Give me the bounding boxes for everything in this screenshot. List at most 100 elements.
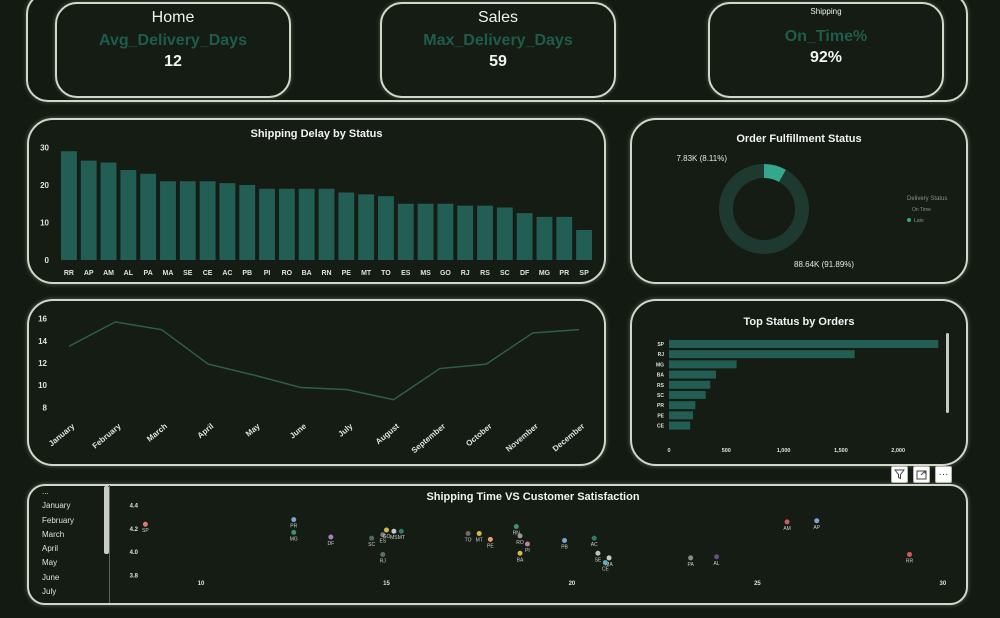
x-tick-label: 25: [754, 581, 761, 587]
scatter-point: [383, 527, 389, 533]
fulfillment-donut-chart[interactable]: 7.83K (8.11%) 88.64K (91.89%) Delivery Sta…: [632, 120, 966, 282]
legend-title: Delivery Status: [907, 196, 947, 202]
bar: [140, 173, 157, 260]
bar: [669, 391, 706, 399]
x-tick-label: PR: [559, 270, 569, 277]
point-label: SE: [595, 557, 602, 563]
bar: [358, 194, 375, 260]
slicer-item-june[interactable]: June: [42, 572, 60, 582]
x-tick-label: MA: [163, 270, 174, 277]
x-tick-label: DF: [520, 270, 530, 277]
scatter-point: [291, 517, 297, 523]
scatter-point: [142, 521, 148, 527]
x-tick-label: 30: [940, 581, 947, 587]
bar: [397, 203, 414, 260]
scatter-point: [602, 560, 608, 566]
filter-button[interactable]: [891, 466, 908, 483]
x-tick-label: 0: [667, 448, 670, 454]
slicer-item-january[interactable]: January: [42, 501, 71, 511]
nav-home-button[interactable]: Home: [151, 9, 195, 26]
point-label: AM: [783, 526, 791, 532]
nav-shipping-button[interactable]: Shipping: [810, 7, 842, 16]
slicer-item-february[interactable]: February: [42, 515, 75, 525]
focus-mode-button[interactable]: [913, 466, 930, 483]
top-status-panel: Top Status by Orders SP RJ MG BA RS SC PR PE CE 0…: [630, 299, 968, 466]
bar: [219, 183, 236, 260]
x-tick-label: 15: [383, 581, 390, 587]
filter-icon: [894, 469, 905, 480]
kpi-card-sales: Sales Max_Delivery_Days 59: [380, 2, 616, 98]
point-label: AC: [591, 542, 598, 548]
bar: [278, 188, 295, 260]
point-label: MT: [398, 535, 405, 541]
point-label: RO: [516, 540, 524, 546]
y-tick-label: 3.8: [130, 573, 139, 579]
scatter-point: [524, 541, 530, 547]
point-label: RR: [906, 558, 914, 564]
x-tick-label: January: [47, 421, 77, 448]
top-status-scrollbar[interactable]: [946, 333, 949, 413]
scatter-point: [487, 536, 493, 542]
y-tick-label: BA: [657, 373, 665, 379]
point-label: DF: [328, 541, 335, 547]
y-tick-label: 4.2: [130, 527, 139, 533]
scatter-point: [814, 518, 820, 524]
top-status-bar-chart[interactable]: SP RJ MG BA RS SC PR PE CE 0 500 1,000 1,500 2,000: [632, 301, 966, 464]
bar: [60, 151, 77, 260]
nav-sales-button[interactable]: Sales: [477, 9, 519, 26]
bar: [536, 216, 553, 260]
slicer-scrollbar[interactable]: [104, 486, 109, 554]
chart-title: Order Fulfillment Status: [736, 133, 862, 145]
y-tick-label: 12: [38, 359, 47, 368]
x-tick-label: RR: [64, 270, 74, 277]
point-label: PA: [687, 562, 694, 568]
x-tick-label: PE: [342, 270, 352, 277]
point-label: PE: [487, 543, 494, 549]
x-tick-label: PA: [144, 270, 153, 277]
y-tick-label: 14: [38, 337, 47, 346]
x-tick-label: April: [196, 422, 216, 441]
y-tick-label: RJ: [658, 352, 665, 358]
x-tick-label: RO: [282, 270, 293, 277]
month-slicer: ... January February March April May Jun…: [30, 485, 110, 603]
kpi-header-panel: [26, 0, 968, 102]
fulfillment-panel: Order Fulfillment Status 7.83K (8.11%) 88…: [630, 118, 968, 284]
y-tick-label: 16: [38, 315, 47, 324]
slicer-item-march[interactable]: March: [42, 529, 65, 539]
x-tick-label: AC: [222, 270, 232, 277]
y-tick-label: SP: [657, 342, 664, 348]
point-label: AP: [813, 525, 820, 531]
point-label: MA: [605, 562, 613, 568]
slicer-item-more[interactable]: ...: [42, 487, 49, 496]
point-label: SC: [368, 542, 375, 548]
scatter-point: [369, 535, 375, 541]
x-tick-label: BA: [302, 270, 312, 277]
x-tick-label: PB: [242, 270, 252, 277]
x-tick-label: December: [551, 422, 586, 454]
bar: [669, 380, 711, 389]
kpi-value: 12: [164, 53, 182, 70]
slicer-item-april[interactable]: April: [42, 544, 59, 554]
more-options-button[interactable]: ···: [935, 466, 952, 483]
bar: [669, 360, 737, 369]
y-tick-label: 30: [40, 144, 49, 153]
series-line: [68, 321, 580, 401]
x-tick-label: 2,000: [891, 448, 905, 454]
x-tick-label: February: [91, 421, 123, 450]
point-label: GO: [383, 534, 391, 540]
x-tick-label: AP: [84, 270, 94, 277]
slicer-item-may[interactable]: May: [42, 558, 58, 568]
scatter-point: [688, 555, 694, 561]
bar: [259, 188, 275, 260]
bar: [417, 203, 434, 260]
slicer-item-july[interactable]: July: [42, 587, 57, 597]
point-label: SP: [142, 528, 149, 534]
x-tick-label: CE: [203, 270, 213, 277]
slice-label: 88.64K (91.89%): [794, 260, 854, 269]
point-label: AL: [714, 561, 720, 567]
scatter-point: [291, 529, 297, 535]
shipping-delay-chart[interactable]: 0 10 20 30 RR AP AM AL PA MA SE CE AC PB PI RO BA RN PE MT T…: [29, 120, 604, 282]
monthly-delay-line-chart[interactable]: 8 10 12 14 16 January February March April May Jun…: [29, 301, 604, 464]
x-tick-label: SC: [500, 270, 510, 277]
